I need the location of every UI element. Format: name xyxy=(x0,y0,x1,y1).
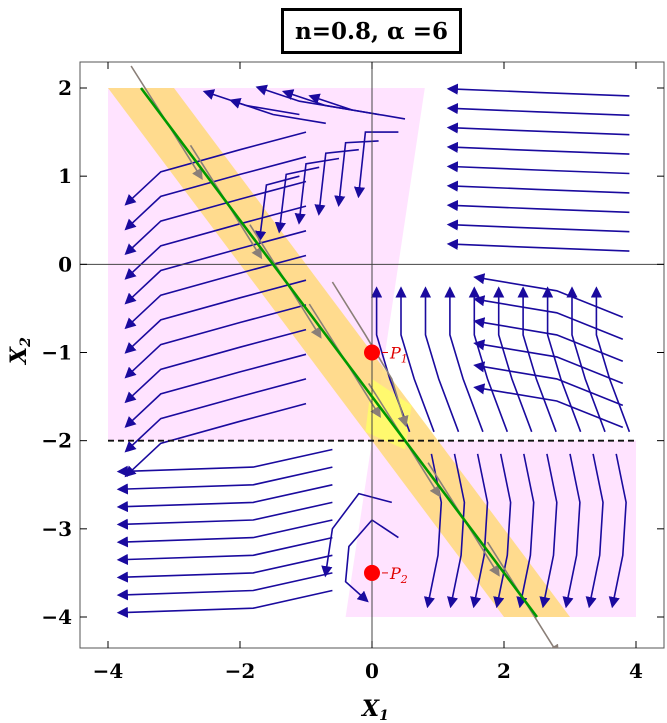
streamline-23 xyxy=(124,205,307,280)
streamline-8 xyxy=(446,238,630,252)
y-tick-label-0: 2 xyxy=(58,76,72,100)
streamline-53 xyxy=(116,536,333,566)
x-tick-label-1: −2 xyxy=(225,659,256,683)
streamline-24 xyxy=(124,230,307,305)
streamline-43 xyxy=(473,295,624,341)
streamline-61 xyxy=(470,453,489,609)
streamline-13 xyxy=(308,93,406,120)
x-axis-label: X1 xyxy=(360,696,389,723)
streamline-46 xyxy=(473,361,624,407)
streamline-38 xyxy=(444,286,484,433)
streamline-54 xyxy=(116,554,333,583)
y-tick-label-1: 1 xyxy=(58,164,72,188)
x-tick-label-0: −4 xyxy=(93,659,124,683)
streamline-14 xyxy=(255,175,300,243)
y-tick-label-4: −2 xyxy=(41,429,72,453)
green-line xyxy=(139,87,539,618)
streamline-29 xyxy=(124,353,307,428)
streamline-19 xyxy=(353,131,399,199)
chart-title: n=0.8, α =6 xyxy=(281,8,462,54)
streamline-22 xyxy=(124,180,307,256)
streamline-65 xyxy=(562,453,581,609)
streamline-63 xyxy=(516,453,535,609)
streamline-62 xyxy=(493,453,512,609)
streamline-57 xyxy=(344,518,399,603)
streamline-37 xyxy=(468,286,509,433)
streamline-49 xyxy=(116,466,333,495)
fixed-point-1 xyxy=(364,344,380,361)
x-tick-label-4: 4 xyxy=(629,659,643,683)
streamline-4 xyxy=(446,161,630,175)
streamline-44 xyxy=(473,317,624,363)
streamline-28 xyxy=(124,328,307,404)
streamline-33 xyxy=(566,286,606,433)
streamline-31 xyxy=(124,402,307,478)
streamline-32 xyxy=(590,286,631,433)
streamline-45 xyxy=(473,339,624,385)
y-tick-label-2: 0 xyxy=(58,252,72,276)
streamline-39 xyxy=(419,286,460,433)
streamline-15 xyxy=(274,166,320,234)
streamline-16 xyxy=(294,157,340,225)
streamline-27 xyxy=(124,304,307,379)
streamline-52 xyxy=(116,519,333,548)
y-axis-label: X2 xyxy=(6,337,34,366)
streamline-48 xyxy=(116,448,333,477)
streamline-6 xyxy=(446,199,630,214)
streamline-18 xyxy=(334,140,379,208)
y-tick-label-5: −3 xyxy=(41,517,72,541)
x-tick-label-2: 0 xyxy=(365,659,379,683)
streamline-42 xyxy=(473,273,624,318)
streamline-51 xyxy=(116,501,333,530)
streamline-60 xyxy=(447,453,466,609)
streamline-55 xyxy=(116,572,333,601)
streamline-21 xyxy=(124,156,307,231)
streamline-40 xyxy=(395,286,435,433)
streamline-36 xyxy=(493,286,533,433)
streamline-30 xyxy=(124,378,307,453)
streamline-3 xyxy=(446,141,630,155)
streamline-10 xyxy=(229,98,326,125)
streamline-0 xyxy=(446,83,630,97)
streamline-50 xyxy=(116,484,333,513)
streamline-58 xyxy=(321,492,393,578)
y-tick-label-3: −1 xyxy=(41,341,72,365)
y-tick-label-6: −4 xyxy=(41,605,72,629)
streamline-59 xyxy=(423,453,443,609)
streamline-2 xyxy=(446,122,630,136)
fixed-point-2 xyxy=(364,564,380,581)
streamline-67 xyxy=(608,453,627,609)
streamline-17 xyxy=(314,148,359,216)
streamline-56 xyxy=(116,589,333,618)
streamline-35 xyxy=(517,286,557,433)
streamline-7 xyxy=(446,219,630,233)
streamline-1 xyxy=(446,102,630,117)
streamline-66 xyxy=(585,453,604,609)
x-tick-label-3: 2 xyxy=(497,659,511,683)
streamline-47 xyxy=(473,383,624,429)
streamline-5 xyxy=(446,180,630,194)
streamline-64 xyxy=(539,453,558,609)
streamline-26 xyxy=(124,279,307,354)
